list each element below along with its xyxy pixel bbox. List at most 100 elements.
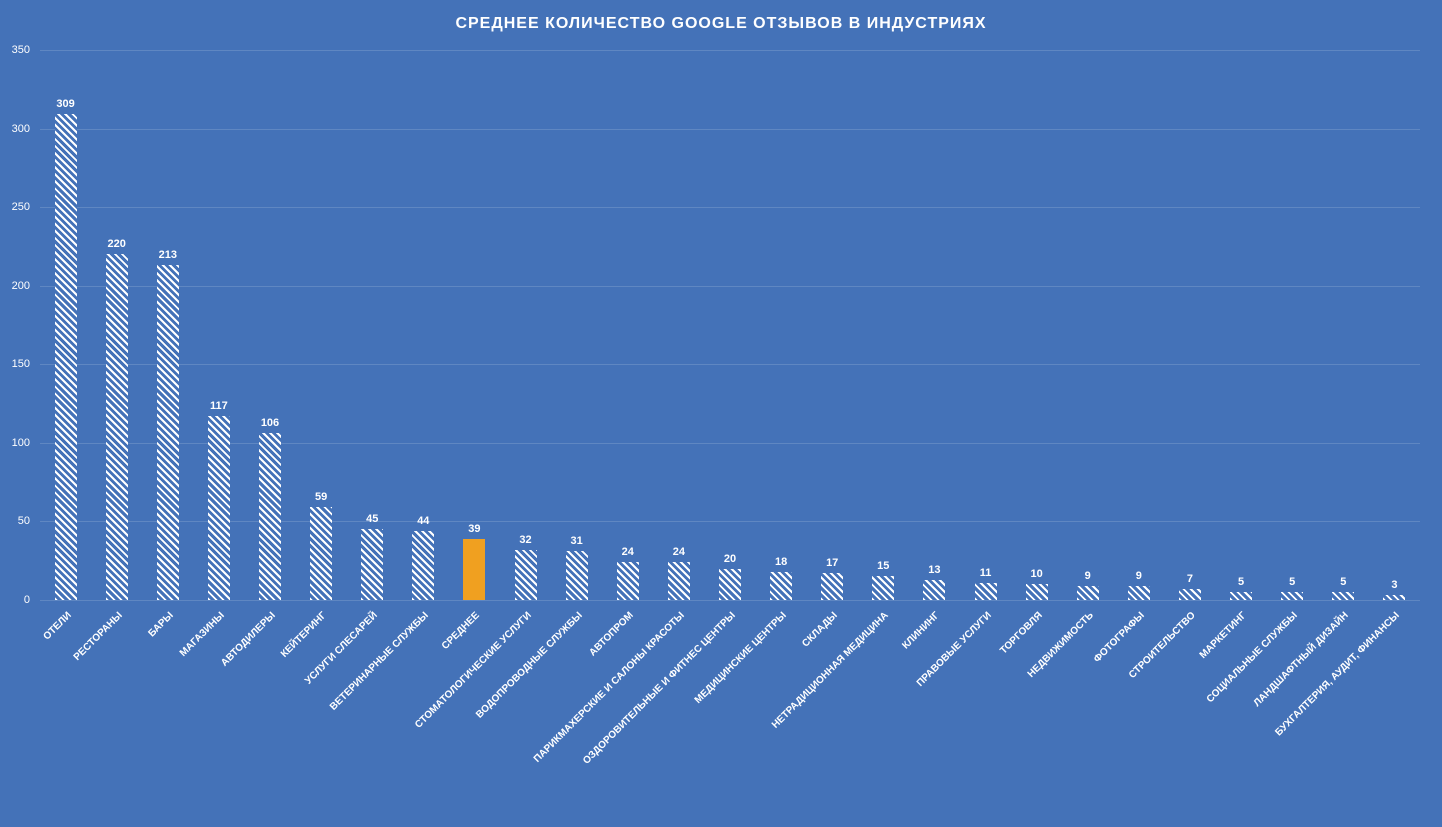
y-tick-label: 200 — [12, 280, 30, 292]
x-label-slot: БАРЫ — [142, 605, 193, 825]
y-tick-label: 50 — [18, 515, 30, 527]
y-tick-label: 350 — [12, 44, 30, 56]
bar-value-label: 220 — [107, 238, 125, 250]
bar-group: 220 — [91, 50, 142, 600]
bar — [1281, 592, 1303, 600]
bar — [1128, 586, 1150, 600]
bar-group: 309 — [40, 50, 91, 600]
bar-value-label: 5 — [1238, 576, 1244, 588]
bar-value-label: 117 — [210, 400, 228, 412]
y-tick-label: 250 — [12, 201, 30, 213]
bar-value-label: 44 — [417, 515, 429, 527]
bar-group: 117 — [193, 50, 244, 600]
x-axis-label: СКЛАДЫ — [800, 610, 839, 649]
bar-group: 9 — [1113, 50, 1164, 600]
bar — [821, 573, 843, 600]
x-label-slot: СТОМАТОЛОГИЧЕСКИЕ УСЛУГИ — [500, 605, 551, 825]
gridline — [40, 600, 1420, 601]
x-label-slot: АВТОДИЛЕРЫ — [244, 605, 295, 825]
x-label-slot: СТРОИТЕЛЬСТВО — [1164, 605, 1215, 825]
bar-value-label: 13 — [928, 564, 940, 576]
bar — [208, 416, 230, 600]
bar-value-label: 31 — [571, 535, 583, 547]
bar — [1026, 584, 1048, 600]
bar-value-label: 3 — [1391, 579, 1397, 591]
bar — [1332, 592, 1354, 600]
bars-area: 3092202131171065945443932312424201817151… — [40, 50, 1420, 600]
bar-value-label: 9 — [1085, 570, 1091, 582]
bar — [1230, 592, 1252, 600]
x-label-slot: СКЛАДЫ — [807, 605, 858, 825]
bar-group: 31 — [551, 50, 602, 600]
chart-title: СРЕДНЕЕ КОЛИЧЕСТВО GOOGLE ОТЗЫВОВ В ИНДУ… — [0, 15, 1442, 33]
bar-value-label: 24 — [622, 546, 634, 558]
y-tick-label: 100 — [12, 437, 30, 449]
bar-group: 15 — [858, 50, 909, 600]
bar-group: 5 — [1318, 50, 1369, 600]
bar-value-label: 9 — [1136, 570, 1142, 582]
bar-value-label: 59 — [315, 491, 327, 503]
x-label-slot: ОТЕЛИ — [40, 605, 91, 825]
bar-group: 17 — [807, 50, 858, 600]
bar-group: 39 — [449, 50, 500, 600]
bar — [157, 265, 179, 600]
x-label-slot: МАРКЕТИНГ — [1216, 605, 1267, 825]
bar — [566, 551, 588, 600]
bar — [719, 569, 741, 600]
bar — [668, 562, 690, 600]
bar-value-label: 15 — [877, 560, 889, 572]
x-label-slot: ПАРИКМАХЕРСКИЕ И САЛОНЫ КРАСОТЫ — [653, 605, 704, 825]
bar-value-label: 20 — [724, 553, 736, 565]
x-label-slot: РЕСТОРАНЫ — [91, 605, 142, 825]
bar-value-label: 17 — [826, 557, 838, 569]
bar-value-label: 11 — [980, 567, 992, 579]
bar — [923, 580, 945, 600]
bar-value-label: 32 — [519, 534, 531, 546]
x-label-slot: ПРАВОВЫЕ УСЛУГИ — [960, 605, 1011, 825]
x-axis-label: ОТЕЛИ — [41, 610, 73, 642]
bar — [1383, 595, 1405, 600]
bar-group: 5 — [1216, 50, 1267, 600]
bar-value-label: 45 — [366, 513, 378, 525]
x-label-slot: НЕДВИЖИМОСТЬ — [1062, 605, 1113, 825]
bar — [872, 576, 894, 600]
bar-value-label: 10 — [1031, 568, 1043, 580]
y-axis: 050100150200250300350 — [0, 50, 35, 600]
bar — [770, 572, 792, 600]
y-tick-label: 300 — [12, 123, 30, 135]
bar-value-label: 309 — [56, 98, 74, 110]
bar-group: 106 — [244, 50, 295, 600]
bar — [361, 529, 383, 600]
bar — [106, 254, 128, 600]
bar-value-label: 106 — [261, 417, 279, 429]
bar-group: 7 — [1164, 50, 1215, 600]
chart-container: СРЕДНЕЕ КОЛИЧЕСТВО GOOGLE ОТЗЫВОВ В ИНДУ… — [0, 0, 1442, 827]
x-axis-label: БАРЫ — [146, 610, 175, 639]
bar — [1077, 586, 1099, 600]
bar-group: 10 — [1011, 50, 1062, 600]
x-label-slot: ОЗДОРОВИТЕЛЬНЫЕ И ФИТНЕС ЦЕНТРЫ — [704, 605, 755, 825]
bar-group: 24 — [653, 50, 704, 600]
bar-group: 213 — [142, 50, 193, 600]
x-label-slot: ЛАНДШАФТНЫЙ ДИЗАЙН — [1318, 605, 1369, 825]
bar-group: 3 — [1369, 50, 1420, 600]
y-tick-label: 0 — [24, 594, 30, 606]
bar-value-label: 5 — [1289, 576, 1295, 588]
bar — [412, 531, 434, 600]
bar-group: 13 — [909, 50, 960, 600]
bar — [515, 550, 537, 600]
x-axis-labels: ОТЕЛИРЕСТОРАНЫБАРЫМАГАЗИНЫАВТОДИЛЕРЫКЕЙТ… — [40, 605, 1420, 825]
bar-group: 11 — [960, 50, 1011, 600]
bar — [310, 507, 332, 600]
bar-value-label: 18 — [775, 556, 787, 568]
x-label-slot: СРЕДНЕЕ — [449, 605, 500, 825]
bar-group: 24 — [602, 50, 653, 600]
bar — [259, 433, 281, 600]
bar — [975, 583, 997, 600]
bar-group: 45 — [347, 50, 398, 600]
bar-group: 59 — [296, 50, 347, 600]
bar-value-label: 24 — [673, 546, 685, 558]
bar-value-label: 39 — [468, 523, 480, 535]
bar-value-label: 213 — [159, 249, 177, 261]
y-tick-label: 150 — [12, 358, 30, 370]
